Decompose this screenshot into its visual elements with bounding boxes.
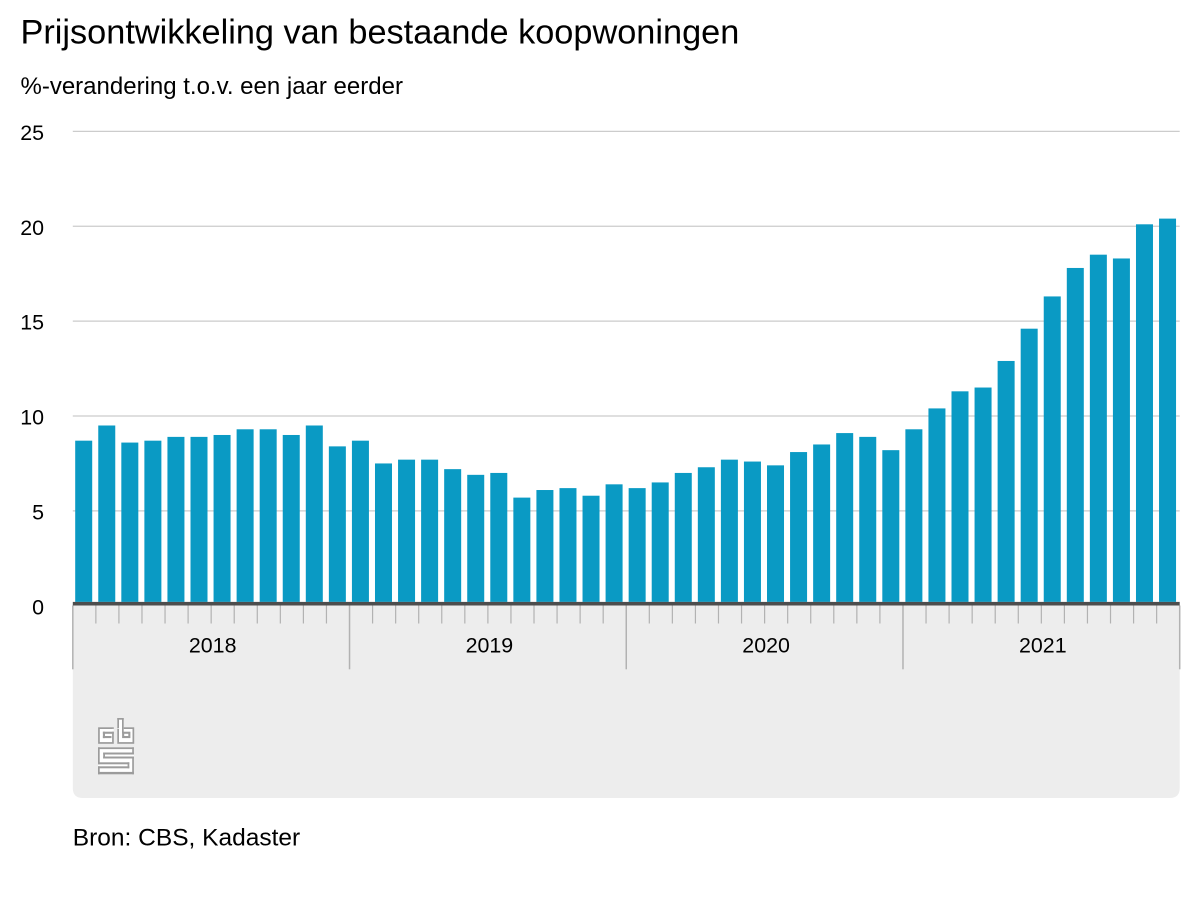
svg-text:2021: 2021 <box>1019 634 1067 658</box>
svg-text:20: 20 <box>20 216 44 240</box>
svg-text:15: 15 <box>20 311 44 335</box>
svg-text:Prijsontwikkeling van bestaand: Prijsontwikkeling van bestaande koopwoni… <box>21 14 740 52</box>
svg-text:2020: 2020 <box>742 634 790 658</box>
svg-text:10: 10 <box>20 406 44 430</box>
svg-text:%-verandering t.o.v. een jaar: %-verandering t.o.v. een jaar eerder <box>21 73 403 100</box>
svg-text:5: 5 <box>32 501 44 525</box>
svg-text:0: 0 <box>32 595 44 619</box>
svg-text:2018: 2018 <box>189 634 237 658</box>
svg-text:2019: 2019 <box>466 634 514 658</box>
svg-text:Bron: CBS, Kadaster: Bron: CBS, Kadaster <box>73 825 300 852</box>
svg-text:25: 25 <box>20 121 44 145</box>
